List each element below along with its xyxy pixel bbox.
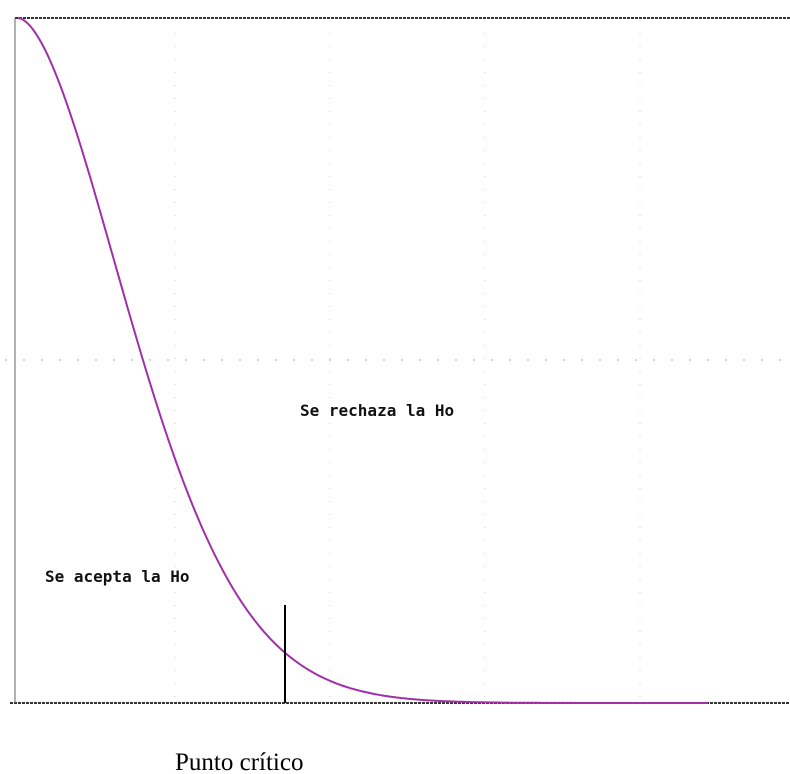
critical-point-label: Punto crítico [175, 749, 303, 774]
accept-label: Se acepta la Ho [45, 567, 190, 586]
reject-label: Se rechaza la Ho [300, 401, 454, 420]
density-curve [17, 17, 708, 704]
